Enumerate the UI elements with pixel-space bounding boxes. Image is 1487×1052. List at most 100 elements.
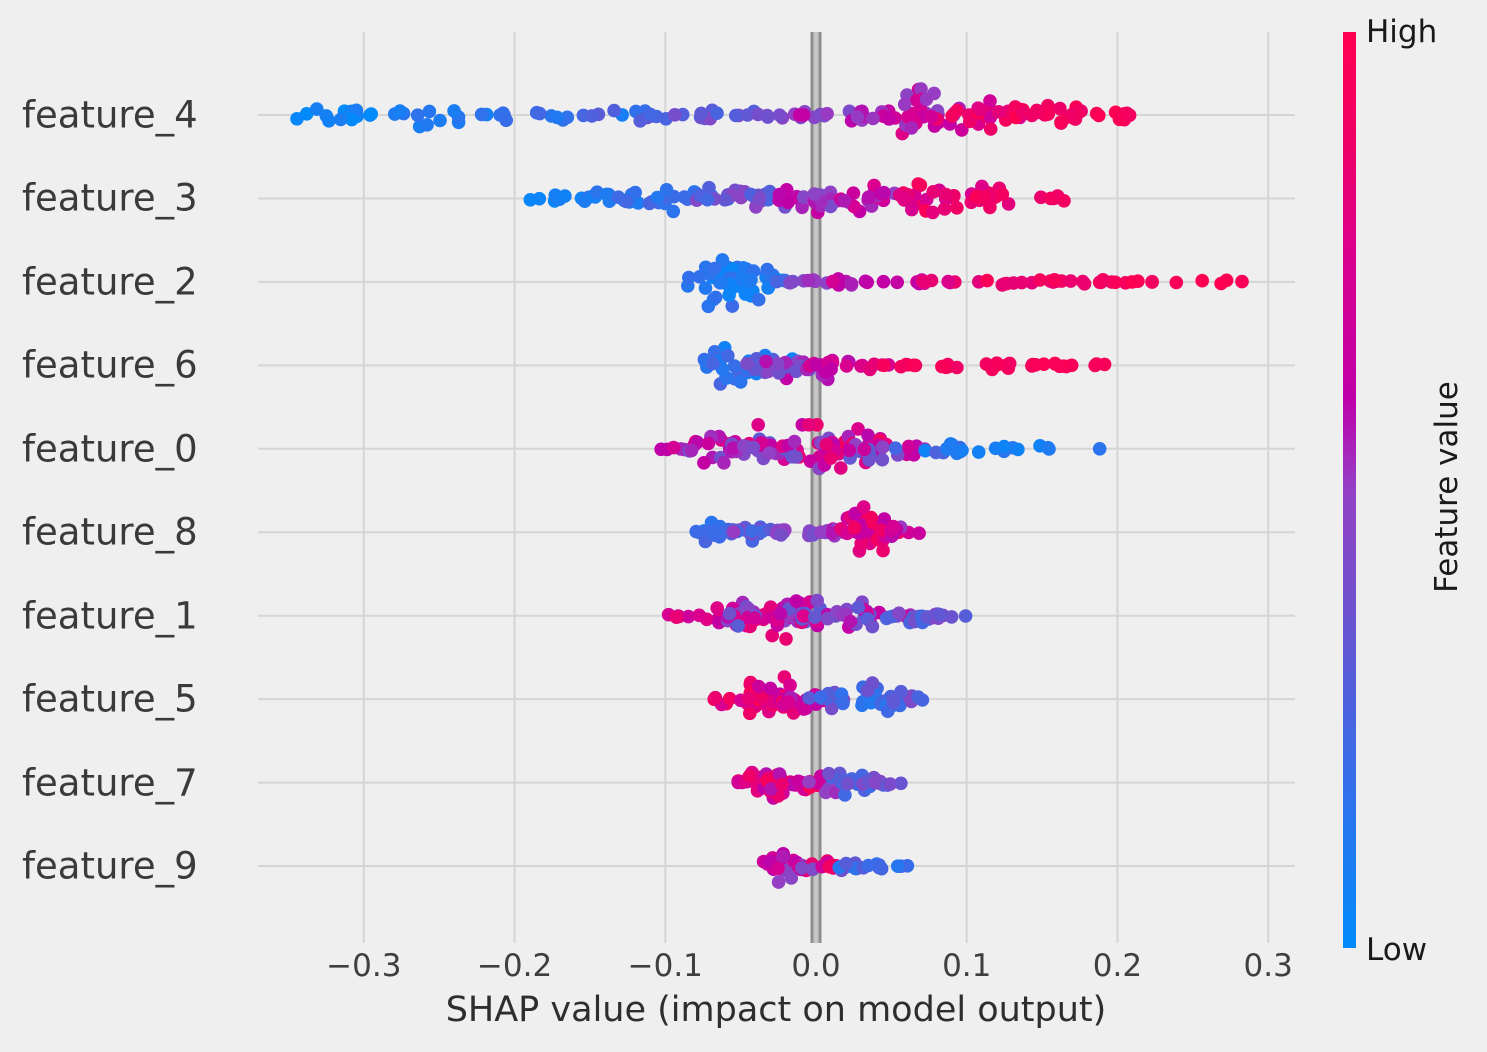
data-point <box>995 278 1010 292</box>
data-point <box>310 102 324 116</box>
data-point <box>740 108 755 122</box>
data-point <box>633 114 647 128</box>
data-point <box>958 609 973 623</box>
data-point <box>813 690 828 704</box>
beeswarm-points-feature_8 <box>689 500 926 558</box>
data-point <box>333 112 348 127</box>
data-point <box>963 114 977 129</box>
data-point <box>824 451 838 465</box>
data-point <box>801 273 815 288</box>
beeswarm-points-feature_1 <box>661 593 973 646</box>
data-point <box>802 418 816 432</box>
data-point <box>894 684 908 699</box>
data-point <box>787 434 802 449</box>
data-point <box>865 619 880 634</box>
x-tick-label-0.2: 0.2 <box>1092 948 1143 984</box>
data-point <box>772 187 787 202</box>
data-point <box>774 528 788 542</box>
data-point <box>700 192 715 207</box>
data-point <box>851 600 866 615</box>
x-tick-label-−0.3: −0.3 <box>326 948 402 984</box>
data-point <box>802 691 816 705</box>
data-point <box>1092 442 1107 456</box>
data-point <box>850 110 865 124</box>
data-point <box>751 418 765 432</box>
y-tick-label-feature_6: feature_6 <box>22 343 198 387</box>
data-point <box>650 190 665 205</box>
data-point <box>694 106 708 121</box>
data-point <box>783 678 797 693</box>
data-point <box>1065 107 1079 122</box>
data-point <box>937 202 952 216</box>
data-point <box>733 375 748 389</box>
data-point <box>980 273 994 288</box>
colorbar-low-label: Low <box>1366 932 1428 968</box>
data-point <box>726 441 741 455</box>
data-point <box>971 445 986 459</box>
data-point <box>892 606 906 620</box>
data-point <box>861 858 876 873</box>
data-point <box>532 106 547 121</box>
data-point <box>944 610 959 624</box>
data-point <box>944 441 958 456</box>
data-point <box>666 440 681 455</box>
data-point <box>1002 356 1017 371</box>
data-point <box>1030 103 1044 118</box>
data-point <box>752 191 767 206</box>
data-point <box>532 191 547 206</box>
data-point <box>729 108 743 123</box>
data-point <box>991 357 1005 372</box>
data-point <box>738 287 753 301</box>
data-point <box>955 443 969 458</box>
data-point <box>290 112 304 126</box>
data-point <box>420 118 434 132</box>
data-point <box>762 446 777 460</box>
data-point <box>718 193 732 207</box>
x-axis-title: SHAP value (impact on model output) <box>445 990 1107 1030</box>
data-point <box>781 695 796 709</box>
y-tick-label-feature_2: feature_2 <box>22 260 198 304</box>
data-point <box>773 607 788 621</box>
data-point <box>410 108 425 122</box>
data-point <box>1048 357 1063 371</box>
data-point <box>897 97 912 112</box>
data-point <box>864 695 878 710</box>
data-point <box>912 526 926 540</box>
data-point <box>795 861 809 875</box>
data-point <box>1016 105 1030 120</box>
data-point <box>722 606 737 621</box>
data-point <box>751 292 766 307</box>
data-point <box>907 358 921 373</box>
data-point <box>872 858 886 872</box>
data-point <box>886 695 901 710</box>
data-point <box>886 519 900 534</box>
data-point <box>876 274 891 289</box>
data-point <box>763 600 778 614</box>
data-point <box>1235 274 1249 289</box>
data-point <box>1092 275 1107 290</box>
data-point <box>393 104 407 118</box>
data-point <box>919 92 934 107</box>
beeswarm-points-feature_9 <box>756 847 915 889</box>
data-point <box>759 354 773 369</box>
data-point <box>846 186 861 200</box>
data-point <box>814 525 828 539</box>
data-point <box>861 428 875 443</box>
data-point <box>842 443 857 458</box>
data-point <box>708 290 723 305</box>
data-point <box>873 523 888 537</box>
data-point <box>585 109 599 123</box>
data-point <box>839 359 854 373</box>
data-point <box>643 107 658 122</box>
data-point <box>875 440 890 455</box>
data-point <box>883 777 898 791</box>
data-point <box>1041 440 1055 455</box>
data-point <box>776 849 790 864</box>
data-point <box>772 767 787 781</box>
data-point <box>707 261 722 276</box>
data-point <box>915 693 930 707</box>
data-point <box>920 610 935 624</box>
beeswarm-points-feature_7 <box>731 765 908 805</box>
data-point <box>764 782 778 796</box>
